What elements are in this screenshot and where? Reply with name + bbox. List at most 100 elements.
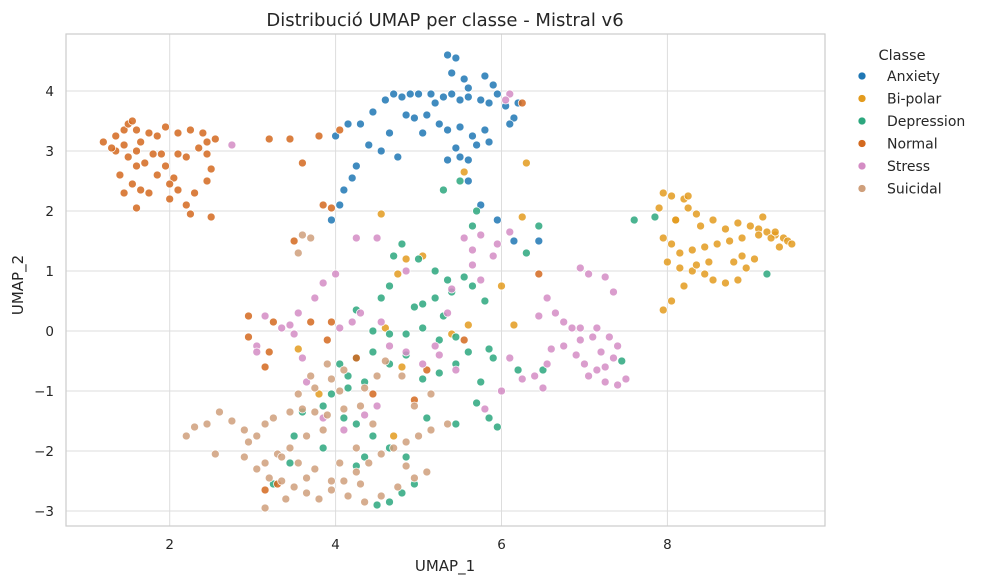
data-point (165, 194, 175, 204)
data-point (443, 50, 452, 60)
x-tick-label: 6 (497, 537, 506, 553)
data-point (381, 323, 390, 333)
data-point (368, 107, 378, 117)
data-point (335, 200, 345, 210)
series-normal (98, 98, 544, 495)
data-point (181, 431, 191, 441)
data-point (347, 317, 357, 327)
legend-items: Anxiety Bi-polar Depression Normal Stress Sui… (857, 69, 965, 198)
data-point (356, 308, 365, 318)
y-tick-label: 3 (45, 144, 54, 160)
data-point (293, 389, 303, 399)
data-point (376, 293, 386, 303)
data-point (418, 359, 428, 369)
data-point (136, 185, 146, 195)
data-point (600, 272, 610, 282)
data-point (298, 353, 307, 363)
data-point (443, 155, 452, 165)
data-point (206, 164, 216, 174)
data-point (484, 137, 494, 147)
data-point (451, 419, 461, 429)
data-point (202, 149, 212, 159)
data-point (687, 245, 697, 255)
data-point (410, 113, 419, 123)
data-point (310, 293, 320, 303)
data-point (414, 89, 423, 99)
data-point (609, 353, 618, 363)
data-point (505, 227, 515, 237)
data-point (692, 260, 701, 270)
data-point (580, 359, 589, 369)
data-point (339, 365, 349, 375)
data-point (451, 143, 461, 153)
data-point (335, 386, 345, 396)
data-point (119, 188, 129, 198)
data-point (285, 320, 295, 330)
data-point (663, 257, 672, 267)
data-point (401, 329, 411, 339)
data-point (401, 254, 411, 264)
data-point (364, 458, 374, 468)
data-point (654, 203, 664, 213)
data-point (397, 371, 407, 381)
data-point (443, 419, 452, 429)
data-point (260, 311, 270, 321)
data-point (393, 269, 403, 279)
data-point (463, 176, 473, 186)
data-point (244, 311, 253, 321)
data-point (148, 149, 158, 159)
series-bi-polar (293, 158, 797, 441)
data-point (434, 350, 444, 360)
data-point (401, 347, 411, 357)
data-point (733, 275, 743, 285)
data-point (389, 89, 399, 99)
data-point (393, 152, 403, 162)
data-point (165, 179, 175, 189)
data-point (194, 143, 204, 153)
data-point (658, 233, 668, 243)
data-point (339, 185, 349, 195)
data-point (322, 410, 332, 420)
data-point (480, 296, 490, 306)
legend-label: Normal (887, 137, 938, 153)
plot-frame (65, 33, 826, 527)
data-point (517, 98, 527, 108)
data-point (418, 374, 428, 384)
data-point (277, 323, 287, 333)
data-point (505, 353, 515, 363)
data-point (741, 263, 751, 273)
data-point (381, 95, 390, 105)
data-point (119, 125, 129, 135)
data-point (385, 281, 394, 291)
data-point (492, 215, 502, 225)
legend-label: Stress (887, 159, 930, 175)
data-point (310, 464, 320, 474)
data-point (269, 317, 278, 327)
legend-label: Depression (887, 114, 965, 130)
data-point (293, 248, 303, 258)
data-point (434, 335, 444, 345)
data-point (758, 212, 768, 222)
data-point (368, 347, 378, 357)
data-point (447, 284, 457, 294)
data-point (289, 482, 299, 492)
data-point (372, 371, 382, 381)
data-point (285, 458, 295, 468)
data-point (277, 476, 287, 486)
data-point (152, 131, 162, 141)
data-point (264, 134, 274, 144)
data-point (356, 119, 365, 129)
data-point (368, 419, 378, 429)
data-point (542, 293, 552, 303)
data-point (459, 335, 469, 345)
data-point (704, 257, 714, 267)
data-point (327, 476, 336, 486)
data-point (339, 404, 349, 414)
legend: Classe Anxiety Bi-polar Depression Normal St… (857, 48, 965, 198)
data-point (422, 110, 432, 120)
data-point (708, 215, 718, 225)
data-point (430, 293, 440, 303)
data-point (285, 443, 295, 453)
data-point (696, 221, 705, 231)
series-anxiety (327, 50, 544, 246)
